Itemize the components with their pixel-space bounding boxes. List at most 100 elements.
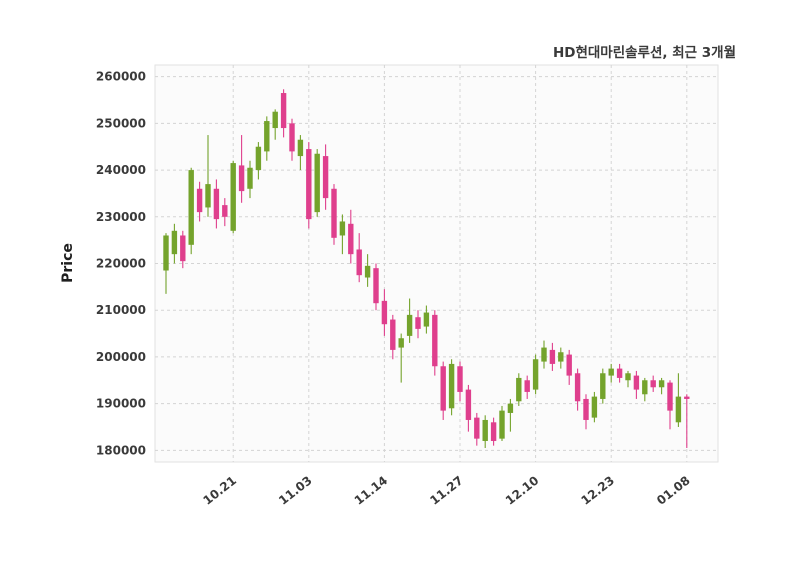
x-tick-label: 12.10 — [503, 473, 542, 507]
candle-body — [541, 347, 547, 362]
candle — [423, 305, 430, 334]
candle — [196, 181, 203, 222]
candle-body — [297, 139, 304, 157]
candle — [474, 412, 480, 446]
candle-body — [406, 314, 413, 336]
candle — [642, 377, 648, 402]
x-tick-label: 01.08 — [654, 473, 693, 507]
candle-body — [222, 205, 228, 217]
candle-body — [381, 300, 388, 325]
candle-body — [280, 93, 287, 129]
candle — [532, 354, 539, 395]
candle-body — [255, 146, 262, 171]
candle-body — [238, 165, 245, 192]
candle — [213, 179, 220, 229]
candle — [289, 118, 295, 161]
candle — [306, 142, 312, 229]
candle — [373, 263, 379, 311]
y-tick-label: 180000 — [96, 443, 146, 457]
candle — [390, 314, 396, 360]
candle — [482, 415, 488, 448]
candle — [684, 394, 690, 448]
candle — [490, 417, 497, 446]
x-tick-label: 11.03 — [276, 473, 315, 507]
candle-body — [440, 366, 446, 411]
candle-body — [507, 403, 514, 413]
candle — [356, 233, 362, 283]
candle — [205, 135, 211, 217]
candle-body — [314, 153, 320, 213]
candle-body — [390, 319, 396, 350]
candle — [163, 233, 169, 294]
candle-body — [566, 354, 572, 376]
candle-body — [591, 396, 598, 418]
candle — [558, 347, 564, 369]
candle — [591, 391, 598, 423]
y-tick-label: 240000 — [96, 163, 146, 177]
candle — [230, 160, 236, 234]
candle-body — [356, 249, 362, 276]
candle-body — [348, 223, 354, 255]
candle — [633, 370, 640, 399]
candle — [516, 373, 522, 406]
candle-body — [322, 156, 329, 199]
candle-body — [331, 188, 337, 238]
candle — [667, 380, 673, 430]
chart-title: HD현대마린솔루션, 최근 3개월 — [552, 45, 736, 61]
candle — [541, 340, 547, 369]
candle — [339, 214, 346, 255]
candle-body — [608, 368, 614, 376]
candle — [415, 310, 421, 339]
candle-body — [247, 167, 253, 189]
candle — [524, 375, 530, 399]
candle-body — [373, 268, 379, 304]
candle — [222, 198, 228, 227]
candle — [255, 142, 262, 180]
y-tick-label: 210000 — [96, 303, 146, 317]
candle — [608, 363, 614, 383]
candle — [381, 289, 388, 336]
candle-body — [474, 417, 480, 439]
candle — [280, 89, 287, 138]
candle — [650, 375, 656, 392]
candle-body — [642, 380, 648, 395]
candle — [331, 184, 337, 245]
candle-body — [289, 123, 295, 152]
candle-body — [675, 396, 682, 423]
candle — [180, 230, 186, 269]
candle-body — [684, 396, 690, 399]
candle-body — [524, 380, 530, 392]
candle-body — [264, 121, 270, 152]
candle-body — [600, 373, 606, 399]
candle — [188, 167, 194, 255]
candle-body — [482, 419, 488, 441]
candle — [566, 349, 572, 385]
candle-body — [180, 235, 186, 262]
candle-body — [490, 422, 497, 441]
candle — [583, 394, 589, 430]
candle — [264, 116, 270, 161]
candle-body — [448, 363, 455, 409]
candle-body — [272, 111, 278, 129]
candle — [406, 298, 413, 343]
candle — [432, 310, 438, 376]
candle — [457, 361, 463, 402]
candle-body — [398, 338, 404, 348]
candle — [272, 109, 278, 140]
candle-body — [415, 317, 421, 329]
y-tick-label: 200000 — [96, 350, 146, 364]
x-tick-label: 11.14 — [352, 473, 391, 507]
candle — [448, 359, 455, 416]
y-tick-label: 260000 — [96, 70, 146, 84]
y-tick-label: 230000 — [96, 210, 146, 224]
candle — [507, 398, 514, 432]
candle-body — [196, 188, 203, 213]
candle-body — [558, 352, 564, 362]
candle-body — [574, 373, 581, 402]
candle-body — [516, 377, 522, 402]
candle-body — [667, 382, 673, 411]
x-tick-label: 10.21 — [201, 473, 240, 507]
candle — [364, 254, 371, 287]
